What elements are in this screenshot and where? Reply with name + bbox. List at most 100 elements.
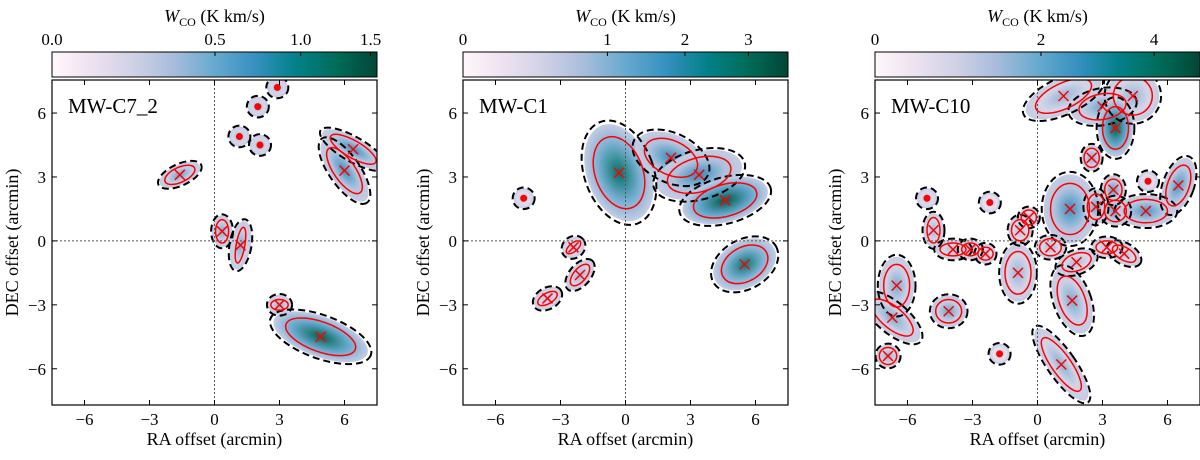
clump-contour xyxy=(1033,233,1068,261)
x-axis-label: RA offset (arcmin) xyxy=(147,429,283,450)
clump-contour xyxy=(580,119,658,226)
clump-contour xyxy=(227,218,254,273)
y-tick-label: 0 xyxy=(38,232,47,251)
y-axis-label: DEC offset (arcmin) xyxy=(825,169,846,317)
clump-contour xyxy=(1105,239,1143,268)
x-tick-label: 6 xyxy=(340,410,349,429)
clump-peak-dot xyxy=(923,194,931,202)
clump-center-cross xyxy=(891,280,903,292)
clump-center-cross xyxy=(613,167,625,179)
clump-ellipse xyxy=(1083,147,1100,169)
clump-ellipse xyxy=(1038,238,1063,257)
clump-contour xyxy=(227,124,252,149)
colorbar-tick-label: 3 xyxy=(744,30,753,49)
clump-center-cross xyxy=(739,258,751,270)
clump-contour xyxy=(248,133,272,157)
clump-ellipse xyxy=(934,298,963,324)
x-axis-label: RA offset (arcmin) xyxy=(558,429,694,450)
clump-contour xyxy=(265,80,290,100)
clump-center-cross xyxy=(1096,101,1109,113)
clump-center-cross xyxy=(216,225,228,237)
clump-ellipse xyxy=(214,218,230,244)
clump-ellipse xyxy=(1112,80,1154,116)
colorbar-label: WCO (K km/s) xyxy=(987,6,1088,29)
colorbar-label-subscript: CO xyxy=(590,15,607,29)
clump-center-cross xyxy=(719,194,731,206)
clump-center-cross xyxy=(1086,152,1098,164)
clump-ellipse xyxy=(536,290,559,307)
clump-contour xyxy=(987,342,1012,366)
clump-contour xyxy=(1079,142,1104,173)
y-tick-label: 3 xyxy=(861,168,870,187)
clump-peak-dot xyxy=(996,350,1004,358)
clump-contour xyxy=(956,237,984,262)
clump-center-cross xyxy=(1140,205,1152,217)
colorbar-tick-label: 4 xyxy=(1150,30,1159,49)
colorbar-label-subscript: CO xyxy=(179,15,196,29)
clump-center-cross xyxy=(574,269,586,281)
clump-center-cross xyxy=(567,241,580,253)
clump-center-cross xyxy=(886,312,898,324)
clump-contour xyxy=(921,210,946,250)
colorbar xyxy=(874,51,1200,78)
clump-center-cross xyxy=(1012,267,1024,279)
clump-contour xyxy=(710,235,780,294)
clump-contour xyxy=(1113,193,1179,230)
y-tick-label: 6 xyxy=(861,104,870,123)
clump-center-cross xyxy=(1090,201,1102,213)
clump-contour xyxy=(1159,154,1198,217)
colorbar xyxy=(51,51,378,78)
clump-ellipse xyxy=(329,133,377,165)
x-tick-label: 3 xyxy=(686,410,695,429)
colorbar-tick-label: 2 xyxy=(1037,30,1046,49)
colorbar-label-unit: (K km/s) xyxy=(196,6,265,27)
colorbar-label-subscript: CO xyxy=(1002,15,1019,29)
clump-contour xyxy=(265,293,294,317)
panel-mw-c7_2: 0.0 0.5 1.0 1.5 WCO (K km/s) −6 −3 0 3 6 −6 −3 0 3 6 RA… xyxy=(2,6,381,450)
y-axis-label: DEC offset (arcmin) xyxy=(2,169,23,317)
colorbar-label-symbol: W xyxy=(987,6,1004,26)
colorbar-label-unit: (K km/s) xyxy=(607,6,676,27)
clump-ellipse xyxy=(1004,250,1032,295)
clump-center-cross xyxy=(964,243,976,255)
clump-center-cross xyxy=(273,299,286,311)
y-tick-label: −3 xyxy=(439,296,457,315)
clump-center-cross xyxy=(1101,241,1113,253)
panel-label: MW-C1 xyxy=(479,94,548,118)
colorbar-tick-label: 1.0 xyxy=(290,30,311,49)
clump-contour xyxy=(1090,235,1124,260)
clump-ellipse xyxy=(1165,164,1192,207)
clump-center-cross xyxy=(347,143,359,155)
clump-contour xyxy=(1095,96,1136,160)
clump-ellipse xyxy=(875,298,914,337)
clump-center-cross xyxy=(1055,358,1067,371)
clump-contour xyxy=(1099,173,1127,207)
clump-contour xyxy=(678,173,773,227)
x-tick-label: −3 xyxy=(963,410,981,429)
clump-contour xyxy=(531,285,564,312)
y-tick-label: −3 xyxy=(851,296,869,315)
clump-contour xyxy=(156,159,203,190)
clump-ellipse xyxy=(1103,199,1128,223)
y-tick-label: −6 xyxy=(28,360,46,379)
y-tick-label: 6 xyxy=(449,104,458,123)
clump-contour xyxy=(564,257,596,293)
y-tick-label: −6 xyxy=(439,360,457,379)
colorbar-label-symbol: W xyxy=(575,6,592,26)
clump-center-cross xyxy=(882,350,894,362)
clump-center-cross xyxy=(943,305,955,317)
y-tick-label: 3 xyxy=(38,168,47,187)
clump-center-cross xyxy=(1066,295,1078,307)
clump-ellipse xyxy=(1101,105,1130,151)
colorbar-tick-label: 1.5 xyxy=(360,30,381,49)
x-tick-label: 0 xyxy=(621,410,630,429)
clump-contour xyxy=(1054,247,1099,278)
clump-center-cross xyxy=(1107,184,1119,196)
clump-center-cross xyxy=(338,165,351,177)
y-axis-label: DEC offset (arcmin) xyxy=(413,169,434,317)
colorbar-label: WCO (K km/s) xyxy=(575,6,676,29)
clump-center-cross xyxy=(541,292,554,304)
colorbar-tick-label: 0.5 xyxy=(204,30,225,49)
clump-ellipse xyxy=(1020,209,1038,226)
clump-contour xyxy=(1082,187,1110,227)
